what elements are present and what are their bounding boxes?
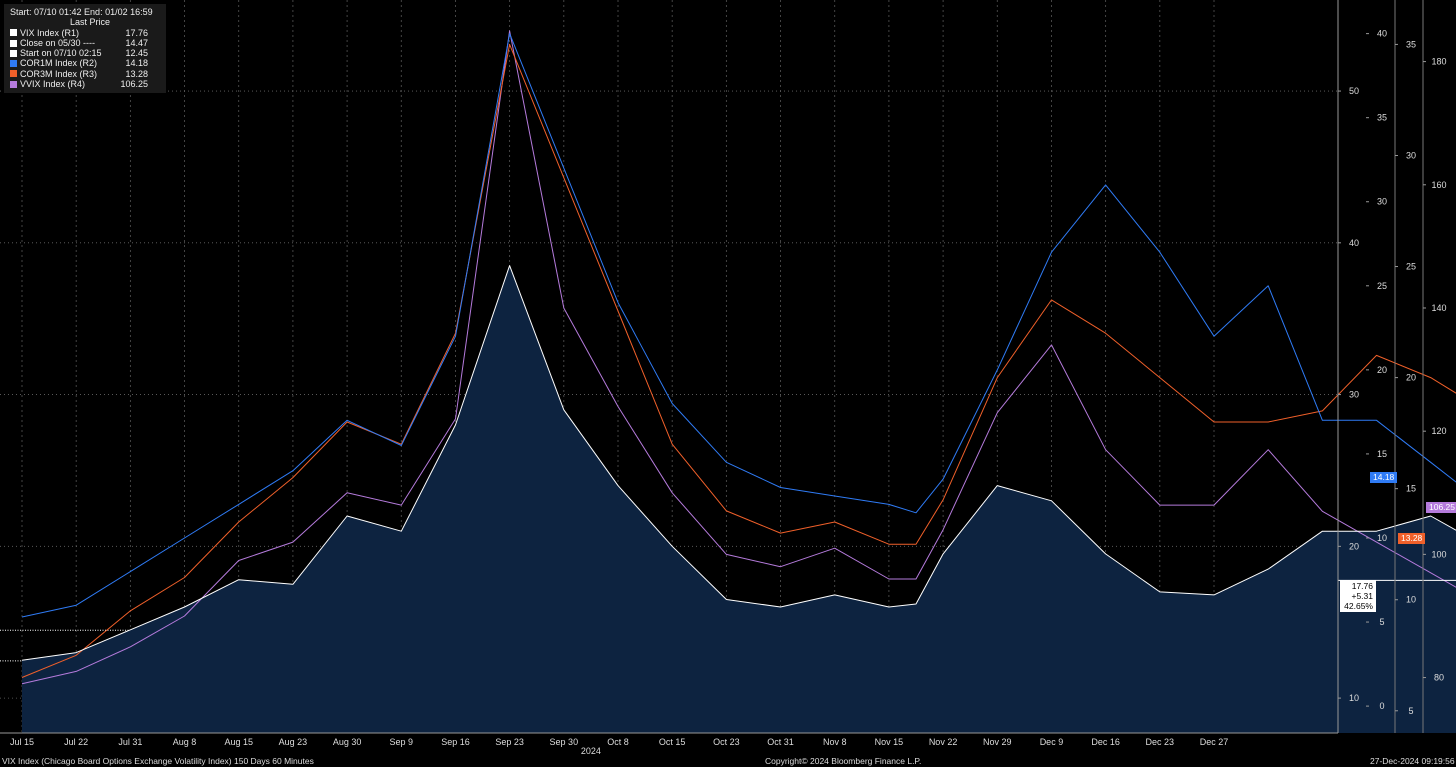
cor3m-last-badge: 13.28 xyxy=(1398,533,1426,544)
y-tick-label: 160 xyxy=(1431,180,1446,190)
legend-row: COR1M Index (R2) 14.18 xyxy=(10,58,160,68)
x-tick-label: Dec 9 xyxy=(1040,737,1064,747)
y-tick-label: 40 xyxy=(1377,29,1387,39)
vix-last-value: 17.76 xyxy=(1351,581,1373,591)
y-tick-label: 30 xyxy=(1349,390,1359,400)
x-tick-label: Jul 15 xyxy=(10,737,34,747)
vix-last-box: 17.76 +5.31 42.65% xyxy=(1340,580,1376,612)
y-tick-label: 35 xyxy=(1406,39,1416,49)
legend-row: Close on 05/30 ---- 14.47 xyxy=(10,38,160,48)
legend-row: COR3M Index (R3) 13.28 xyxy=(10,69,160,79)
x-tick-label: Dec 27 xyxy=(1200,737,1229,747)
y-tick-label: 140 xyxy=(1431,303,1446,313)
x-tick-label: Jul 22 xyxy=(64,737,88,747)
vix-area-fill xyxy=(22,265,1456,733)
x-tick-label: Nov 22 xyxy=(929,737,958,747)
y-tick-label: 35 xyxy=(1377,113,1387,123)
legend-swatch xyxy=(10,39,17,47)
legend-value: 17.76 xyxy=(125,27,148,38)
x-tick-label: Oct 23 xyxy=(713,737,740,747)
series-line xyxy=(21,43,1456,678)
x-tick-label: Aug 8 xyxy=(173,737,197,747)
y-tick-label: 30 xyxy=(1377,197,1387,207)
y-tick-label: 180 xyxy=(1431,57,1446,67)
legend-name: VIX Index (R1) xyxy=(20,27,80,38)
series-layer xyxy=(21,30,1456,733)
y-tick-label: 10 xyxy=(1377,533,1387,543)
x-tick-label: Aug 23 xyxy=(279,737,308,747)
legend-header: Start: 07/10 01:42 End: 01/02 16:59 xyxy=(10,7,153,17)
legend-swatch xyxy=(10,80,17,88)
x-tick-label: Sep 16 xyxy=(441,737,470,747)
chart-axes: Jul 15 Jul 22 Jul 31 Aug 8 Aug 15 Aug 23 Aug 3… xyxy=(0,0,1447,756)
footer-description: VIX Index (Chicago Board Options Exchang… xyxy=(2,756,314,766)
series-line xyxy=(21,33,1456,618)
legend-row: Start on 07/10 02:15 12.45 xyxy=(10,48,160,58)
legend-value: 13.28 xyxy=(125,68,148,79)
series-line xyxy=(21,265,1456,661)
y-tick-label: 40 xyxy=(1349,238,1359,248)
chart-legend: Start: 07/10 01:42 End: 01/02 16:59 Last… xyxy=(4,4,166,94)
legend-name: Start on 07/10 02:15 xyxy=(20,48,102,59)
x-tick-label: Nov 8 xyxy=(823,737,847,747)
x-year-label: 2024 xyxy=(581,746,601,756)
x-tick-label: Sep 23 xyxy=(495,737,524,747)
y-tick-label: 0 xyxy=(1379,701,1384,711)
y-tick-label: 25 xyxy=(1377,281,1387,291)
y-tick-label: 5 xyxy=(1379,617,1384,627)
x-tick-label: Oct 15 xyxy=(659,737,686,747)
y-tick-label: 5 xyxy=(1408,706,1413,716)
legend-row: VIX Index (R1) 17.76 xyxy=(10,28,160,38)
legend-swatch xyxy=(10,49,17,57)
y-tick-label: 15 xyxy=(1406,484,1416,494)
legend-name: COR3M Index (R3) xyxy=(20,68,98,79)
legend-swatch xyxy=(10,70,17,78)
vix-change: +5.31 xyxy=(1351,591,1373,601)
legend-subheader: Last Price xyxy=(70,17,111,28)
y-tick-label: 50 xyxy=(1349,86,1359,96)
footer-timestamp: 27-Dec-2024 09:19:56 xyxy=(1370,756,1455,766)
y-tick-label: 20 xyxy=(1406,373,1416,383)
legend-value: 106.25 xyxy=(120,79,148,90)
x-tick-label: Sep 30 xyxy=(550,737,579,747)
y-tick-label: 30 xyxy=(1406,150,1416,160)
x-tick-label: Jul 31 xyxy=(118,737,142,747)
legend-name: COR1M Index (R2) xyxy=(20,58,98,69)
legend-swatch xyxy=(10,29,17,37)
legend-name: Close on 05/30 ---- xyxy=(20,37,96,48)
legend-swatch xyxy=(10,60,17,68)
x-tick-label: Aug 30 xyxy=(333,737,362,747)
legend-row: VVIX Index (R4) 106.25 xyxy=(10,79,160,89)
series-line xyxy=(21,30,1456,685)
vvix-last-badge: 106.25 xyxy=(1426,502,1456,513)
legend-name: VVIX Index (R4) xyxy=(20,79,86,90)
legend-value: 12.45 xyxy=(125,48,148,59)
y-tick-label: 10 xyxy=(1406,595,1416,605)
x-tick-label: Nov 29 xyxy=(983,737,1012,747)
y-tick-label: 100 xyxy=(1431,549,1446,559)
legend-value: 14.47 xyxy=(125,37,148,48)
y-tick-label: 120 xyxy=(1431,426,1446,436)
x-tick-label: Nov 15 xyxy=(875,737,904,747)
footer-copyright: Copyright© 2024 Bloomberg Finance L.P. xyxy=(765,756,922,766)
y-tick-label: 10 xyxy=(1349,693,1359,703)
x-tick-label: Sep 9 xyxy=(390,737,414,747)
y-tick-label: 25 xyxy=(1406,262,1416,272)
x-tick-label: Aug 15 xyxy=(224,737,253,747)
y-tick-label: 20 xyxy=(1377,365,1387,375)
y-tick-label: 15 xyxy=(1377,449,1387,459)
y-tick-label: 80 xyxy=(1434,673,1444,683)
x-tick-label: Dec 16 xyxy=(1091,737,1120,747)
x-tick-label: Oct 8 xyxy=(607,737,629,747)
y-tick-label: 20 xyxy=(1349,541,1359,551)
legend-value: 14.18 xyxy=(125,58,148,69)
cor1m-last-badge: 14.18 xyxy=(1370,472,1398,483)
x-tick-label: Dec 23 xyxy=(1146,737,1175,747)
vix-percent-change: 42.65% xyxy=(1344,601,1373,611)
x-tick-label: Oct 31 xyxy=(767,737,794,747)
